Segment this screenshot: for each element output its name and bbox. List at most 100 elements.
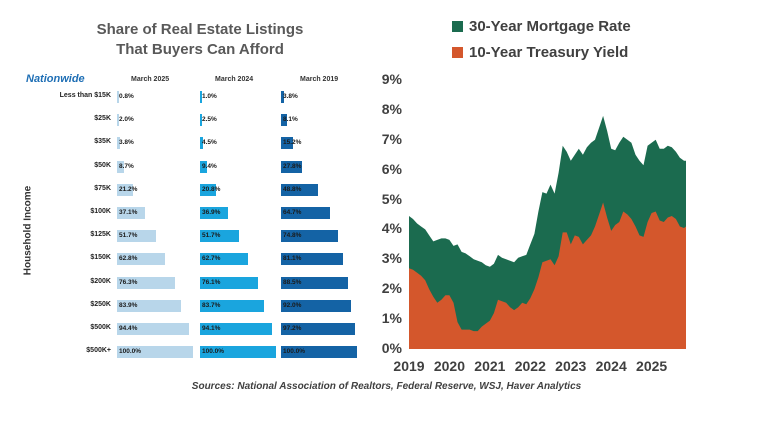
x-tick-2019: 2019 [393, 358, 425, 374]
row-label-4: $75K [94, 184, 111, 192]
bar-2-10 [281, 323, 355, 335]
legend-item-treasury: 10-Year Treasury Yield [452, 44, 628, 61]
bar-value-1-7: 62.7% [202, 255, 221, 263]
left-chart-title-line1: Share of Real Estate Listings [96, 21, 304, 38]
bar-0-10 [117, 323, 189, 335]
bar-value-2-11: 100.0% [283, 348, 306, 356]
bar-value-0-2: 3.8% [119, 139, 134, 147]
bar-value-2-1: 8.1% [283, 116, 298, 124]
bar-1-11 [200, 346, 276, 359]
bar-1-1 [200, 114, 202, 127]
bar-2-6 [281, 230, 338, 243]
y-tick-9: 9% [381, 71, 402, 87]
bar-value-0-6: 51.7% [119, 232, 138, 240]
bar-1-5 [200, 207, 229, 219]
bar-2-11 [281, 346, 357, 359]
row-label-8: $200K [90, 277, 111, 285]
row-label-3: $50K [94, 161, 111, 169]
bar-0-1 [117, 114, 119, 127]
bar-value-1-4: 20.8% [202, 185, 221, 193]
bar-value-2-7: 81.1% [283, 255, 302, 263]
bar-value-0-10: 94.4% [119, 325, 138, 332]
source-note: Sources: National Association of Realtor… [191, 381, 582, 392]
bar-1-10 [200, 323, 272, 335]
bar-value-1-11: 100.0% [202, 348, 225, 356]
row-label-5: $100K [90, 208, 111, 215]
bar-2-5 [281, 207, 331, 219]
bar-value-2-4: 48.8% [283, 185, 302, 193]
y-tick-6: 6% [381, 160, 402, 177]
bar-value-2-9: 92.0% [283, 301, 302, 309]
bar-value-2-8: 88.5% [283, 278, 302, 286]
bar-value-1-3: 9.4% [202, 162, 217, 170]
bar-value-0-1: 2.0% [119, 116, 134, 124]
row-label-9: $250K [90, 300, 111, 308]
row-label-6: $125K [90, 231, 111, 239]
x-tick-2020: 2020 [433, 358, 466, 374]
bar-1-4 [200, 183, 216, 196]
bar-2-8 [281, 276, 349, 289]
bar-2-3 [281, 160, 303, 173]
x-tick-2022: 2022 [514, 358, 546, 374]
bar-1-0 [200, 91, 202, 103]
bar-0-6 [117, 230, 157, 243]
bar-1-8 [200, 276, 258, 289]
nationwide-logo: Nationwide [26, 73, 85, 85]
y-tick-5: 5% [381, 190, 402, 207]
x-tick-2025: 2025 [636, 358, 668, 374]
bar-0-5 [117, 207, 146, 219]
row-label-1: $25K [94, 115, 111, 123]
bar-2-9 [281, 299, 351, 312]
bar-0-11 [117, 346, 193, 359]
bar-1-6 [200, 230, 240, 243]
x-tick-2024: 2024 [595, 358, 627, 374]
left-chart-title-line2: That Buyers Can Afford [116, 41, 284, 58]
legend-item-mortgage: 30-Year Mortgage Rate [452, 18, 631, 35]
bar-2-4 [281, 183, 319, 196]
bar-value-0-9: 83.9% [119, 301, 138, 309]
bar-value-2-10: 97.2% [283, 325, 302, 332]
bar-0-8 [117, 276, 175, 289]
bar-value-0-0: 0.8% [119, 93, 134, 100]
bar-value-1-8: 76.1% [202, 278, 221, 286]
bar-value-1-1: 2.5% [202, 116, 217, 124]
bar-value-0-4: 21.2% [119, 185, 138, 193]
bar-value-2-5: 64.7% [283, 209, 302, 216]
column-header-march-2025: March 2025 [131, 76, 170, 83]
treasury-yield-area [409, 202, 686, 349]
row-label-10: $500K [90, 324, 111, 331]
legend-swatch-mortgage [452, 20, 463, 32]
row-label-0: Less than $15K [59, 92, 111, 99]
bar-0-2 [117, 137, 120, 150]
bar-value-0-8: 76.3% [119, 278, 138, 286]
bar-value-0-5: 37.1% [119, 209, 138, 216]
column-header-march-2019: March 2019 [300, 76, 339, 83]
bar-value-1-5: 36.9% [202, 209, 221, 216]
bar-value-1-10: 94.1% [202, 325, 221, 332]
bar-2-0 [281, 91, 284, 103]
y-tick-3: 3% [381, 250, 402, 267]
bar-1-9 [200, 299, 264, 312]
y-tick-8: 8% [381, 100, 402, 117]
row-label-2: $35K [94, 138, 111, 146]
bar-value-2-3: 27.8% [283, 162, 302, 170]
bar-0-9 [117, 299, 181, 312]
bar-value-1-9: 83.7% [202, 301, 221, 309]
bar-2-7 [281, 253, 343, 266]
bar-1-7 [200, 253, 248, 266]
y-tick-4: 4% [381, 220, 402, 237]
bar-value-1-6: 51.7% [202, 232, 221, 240]
legend-swatch-treasury [452, 46, 463, 58]
bar-value-1-0: 1.0% [202, 93, 217, 100]
y-tick-1: 1% [381, 310, 402, 327]
x-tick-2023: 2023 [555, 358, 587, 374]
bar-value-0-7: 62.8% [119, 255, 138, 263]
bar-1-2 [200, 137, 204, 150]
row-label-11: $500K+ [86, 347, 111, 355]
bar-value-2-6: 74.8% [283, 232, 302, 240]
bar-2-1 [281, 114, 288, 127]
bar-value-1-2: 4.5% [202, 139, 217, 147]
legend-label-mortgage: 30-Year Mortgage Rate [469, 18, 631, 35]
row-label-7: $150K [90, 254, 111, 262]
